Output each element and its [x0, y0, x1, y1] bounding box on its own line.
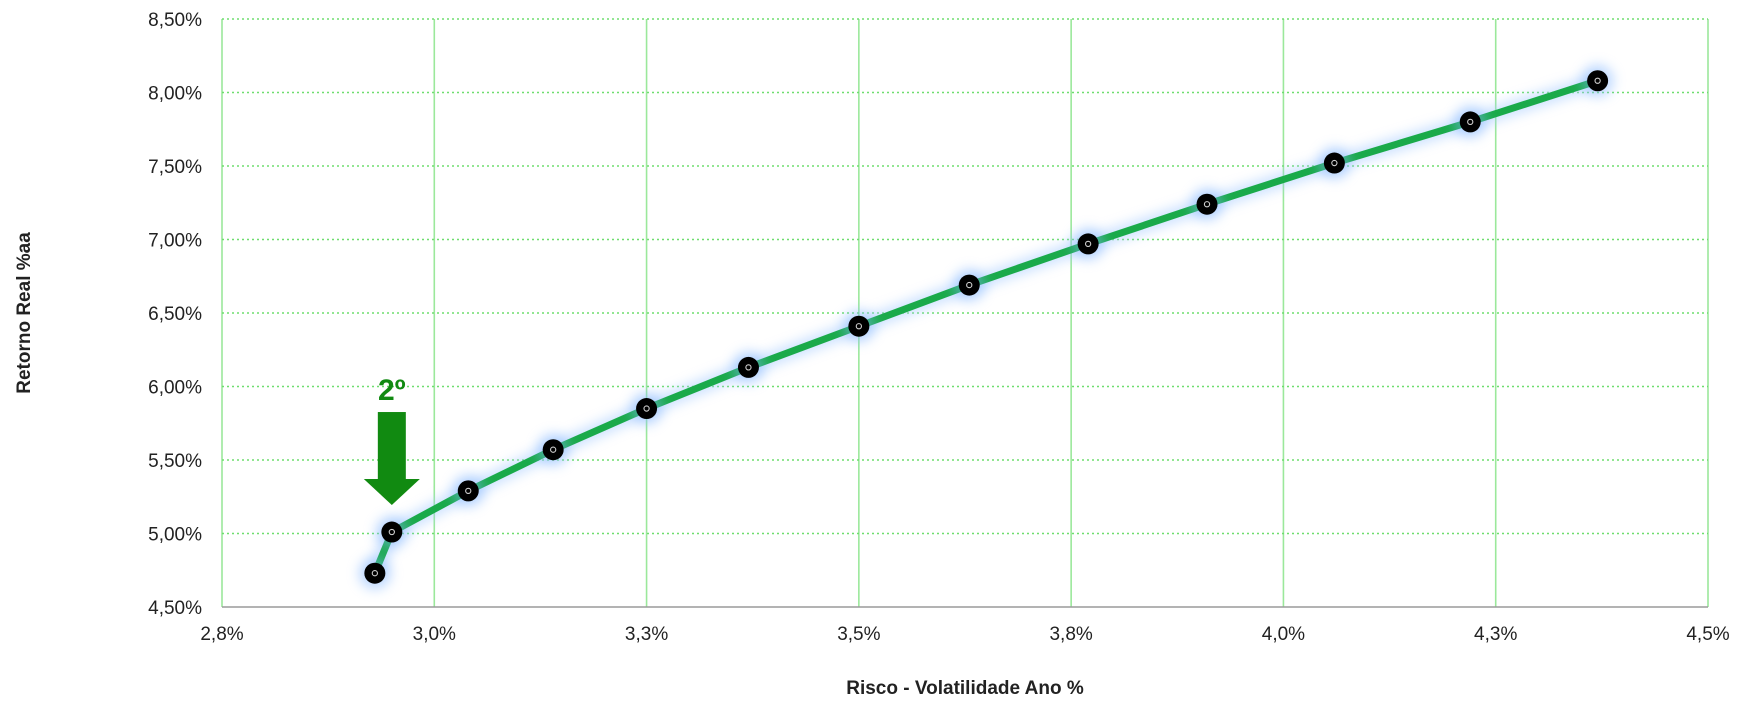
x-tick-label: 4,5%: [1686, 624, 1729, 645]
x-tick-label: 4,0%: [1262, 624, 1305, 645]
series-line-glow: [368, 74, 1600, 576]
data-point-center: [745, 364, 752, 371]
data-point-center: [643, 405, 650, 412]
data-point-center: [966, 281, 973, 289]
data-point-center: [1203, 201, 1211, 208]
x-tick-labels: 2,8% 3,0% 3,3% 3,5% 3,8% 4,0% 4,3% 4,5%: [200, 624, 1729, 645]
series-line: [371, 77, 1602, 577]
vertical-gridlines: [221, 19, 1709, 607]
data-point-center: [1467, 118, 1474, 126]
data-point: [1077, 233, 1099, 255]
data-point: [848, 315, 870, 337]
series-lines: [371, 77, 1602, 577]
data-point: [958, 274, 980, 296]
y-tick-label: 6,50%: [148, 304, 202, 325]
data-point: [1459, 111, 1481, 133]
data-point-center: [1084, 240, 1092, 248]
annotations: 2º: [363, 374, 420, 506]
data-point-center: [855, 323, 863, 330]
series-glow: [368, 74, 1600, 576]
y-tick-label: 7,00%: [148, 231, 202, 252]
data-point: [737, 356, 759, 378]
data-point-center: [465, 487, 472, 495]
y-tick-label: 8,00%: [148, 84, 202, 105]
data-point: [381, 521, 403, 543]
x-tick-label: 3,8%: [1049, 624, 1092, 645]
annotation-arrow-shaft: [377, 412, 406, 480]
data-point-center: [388, 528, 395, 536]
data-point: [636, 398, 658, 420]
y-tick-label: 6,00%: [148, 378, 202, 399]
data-point: [1323, 152, 1345, 174]
data-point: [364, 562, 386, 584]
annotation-arrow-head: [363, 479, 420, 506]
data-point: [1587, 70, 1609, 92]
data-point: [542, 439, 564, 461]
x-tick-label: 4,3%: [1474, 624, 1517, 645]
x-tick-label: 2,8%: [200, 624, 243, 645]
y-tick-label: 5,00%: [148, 525, 202, 546]
annotation-label: 2º: [378, 374, 406, 407]
y-tick-labels: 4,50% 5,00% 5,50% 6,00% 6,50% 7,00% 7,50% 8,00%…: [148, 10, 202, 619]
data-point-center: [1594, 77, 1601, 84]
data-point-center: [371, 570, 378, 577]
y-tick-label: 8,50%: [148, 10, 202, 31]
x-tick-label: 3,5%: [837, 624, 880, 645]
data-point-center: [1331, 159, 1338, 167]
y-axis-title: Retorno Real %aa: [14, 232, 35, 394]
y-tick-label: 5,50%: [148, 451, 202, 472]
data-point: [1196, 193, 1218, 215]
x-tick-label: 3,3%: [625, 624, 668, 645]
y-tick-label: 4,50%: [148, 598, 202, 619]
series-points: [358, 64, 1614, 590]
x-tick-label: 3,0%: [413, 624, 456, 645]
data-point: [457, 480, 479, 502]
x-axis-title: Risco - Volatilidade Ano %: [846, 678, 1084, 699]
data-point-center: [550, 446, 557, 453]
y-tick-label: 7,50%: [148, 157, 202, 178]
